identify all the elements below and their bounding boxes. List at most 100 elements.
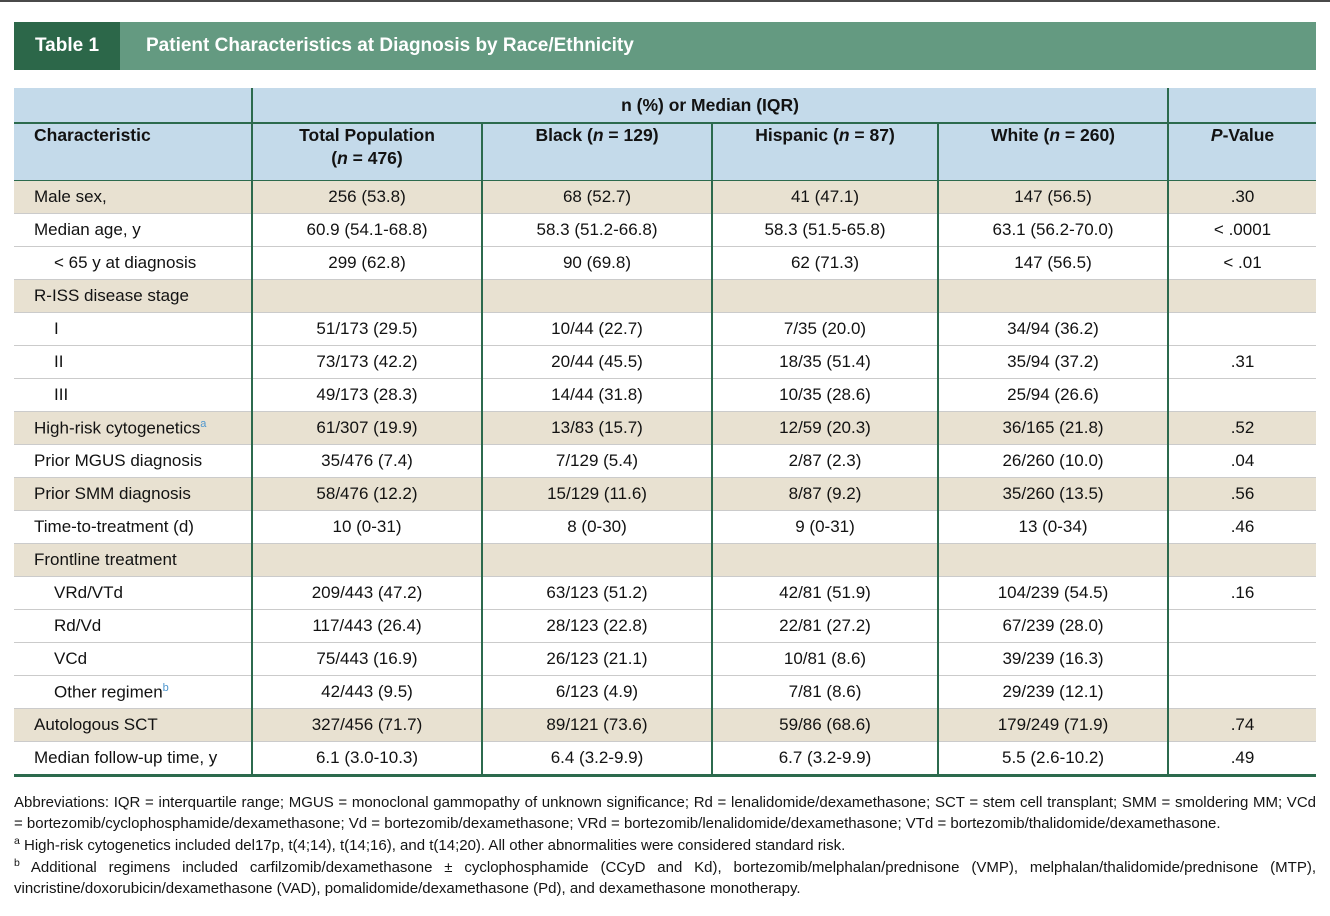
row-label: Other regimenb [14,675,252,709]
table-row: Time-to-treatment (d) 10 (0-31) 8 (0-30) 9 … [14,510,1317,544]
row-label: Median follow-up time, y [14,741,252,777]
row-label: Prior SMM diagnosis [14,477,252,511]
cell [1167,642,1317,676]
footnotes: Abbreviations: IQR = interquartile range… [14,792,1316,899]
cell: 68 (52.7) [481,180,712,214]
table-row: Rd/Vd 117/443 (26.4) 28/123 (22.8) 22/81 (2… [14,609,1317,643]
row-label: III [14,378,252,412]
footnote-b: b Additional regimens included carfilzom… [14,857,1316,897]
row-label: High-risk cytogeneticsa [14,411,252,445]
cell: 35/260 (13.5) [936,477,1169,511]
cell: 20/44 (45.5) [481,345,712,379]
cell: 25/94 (26.6) [936,378,1169,412]
footnote-marker-b: b [162,681,169,694]
cell: 209/443 (47.2) [251,576,482,610]
span-header-spacer-right [1168,88,1317,124]
row-label: VRd/VTd [14,576,252,610]
cell: .74 [1167,708,1317,742]
span-header-spacer-left [14,88,252,124]
cell: .04 [1167,444,1317,478]
cell [481,543,712,577]
table-row: II 73/173 (42.2) 20/44 (45.5) 18/35 (51.4) 3… [14,345,1317,379]
cell: 35/476 (7.4) [251,444,482,478]
row-label: II [14,345,252,379]
cell: 60.9 (54.1-68.8) [251,213,482,247]
cell: 28/123 (22.8) [481,609,712,643]
title-bar: Table 1 Patient Characteristics at Diagn… [14,22,1316,70]
cell: 61/307 (19.9) [251,411,482,445]
cell: 22/81 (27.2) [711,609,938,643]
cell: 42/443 (9.5) [251,675,482,709]
column-header-black: Black (n = 129) [481,123,712,181]
cell: 147 (56.5) [936,180,1169,214]
cell: 15/129 (11.6) [481,477,712,511]
table-row: Male sex, 256 (53.8) 68 (52.7) 41 (47.1) 147… [14,180,1317,214]
cell [481,279,712,313]
cell: 12/59 (20.3) [711,411,938,445]
cell: 2/87 (2.3) [711,444,938,478]
row-label: VCd [14,642,252,676]
row-label: Rd/Vd [14,609,252,643]
cell [1167,675,1317,709]
cell: 39/239 (16.3) [936,642,1169,676]
span-header: n (%) or Median (IQR) [250,88,1170,124]
column-header-row: Characteristic Total Population (n = 476) B… [14,123,1317,181]
cell [711,543,938,577]
cell: 7/129 (5.4) [481,444,712,478]
characteristics-table: n (%) or Median (IQR) Characteristic Tota… [14,88,1317,777]
cell [936,279,1169,313]
cell: 8 (0-30) [481,510,712,544]
table-row: VCd 75/443 (16.9) 26/123 (21.1) 10/81 (8.6)… [14,642,1317,676]
cell: 147 (56.5) [936,246,1169,280]
cell: .31 [1167,345,1317,379]
column-header-p-value: P-Value [1167,123,1317,181]
row-label: Autologous SCT [14,708,252,742]
cell: 89/121 (73.6) [481,708,712,742]
cell: 51/173 (29.5) [251,312,482,346]
table-row: III 49/173 (28.3) 14/44 (31.8) 10/35 (28.6)… [14,378,1317,412]
table-row: Median follow-up time, y 6.1 (3.0-10.3) 6.… [14,741,1317,777]
row-label: Prior MGUS diagnosis [14,444,252,478]
footnote-marker-a: a [200,417,207,430]
footnote-a: a High-risk cytogenetics included del17p… [14,835,846,854]
cell: 9 (0-31) [711,510,938,544]
cell: 26/123 (21.1) [481,642,712,676]
cell: 63/123 (51.2) [481,576,712,610]
cell: 7/81 (8.6) [711,675,938,709]
cell: 104/239 (54.5) [936,576,1169,610]
cell: 49/173 (28.3) [251,378,482,412]
cell [1167,312,1317,346]
cell: 63.1 (56.2-70.0) [936,213,1169,247]
cell: .52 [1167,411,1317,445]
table-row: VRd/VTd 209/443 (47.2) 63/123 (51.2) 42/81 … [14,576,1317,610]
cell: 6.7 (3.2-9.9) [711,741,938,777]
cell [251,543,482,577]
cell: 327/456 (71.7) [251,708,482,742]
cell: .56 [1167,477,1317,511]
table-row: High-risk cytogeneticsa 61/307 (19.9) 13/8… [14,411,1317,445]
column-header-hispanic: Hispanic (n = 87) [711,123,938,181]
row-label: I [14,312,252,346]
cell: .46 [1167,510,1317,544]
cell: 18/35 (51.4) [711,345,938,379]
cell: 10/81 (8.6) [711,642,938,676]
cell: 62 (71.3) [711,246,938,280]
cell: 10/35 (28.6) [711,378,938,412]
page: Table 1 Patient Characteristics at Diagn… [14,22,1317,899]
cell: 179/249 (71.9) [936,708,1169,742]
cell: 34/94 (36.2) [936,312,1169,346]
table-row: Frontline treatment [14,543,1317,577]
cell: .30 [1167,180,1317,214]
cell: 5.5 (2.6-10.2) [936,741,1169,777]
row-label: Median age, y [14,213,252,247]
column-header-white: White (n = 260) [936,123,1169,181]
cell: 42/81 (51.9) [711,576,938,610]
cell [1167,543,1317,577]
cell: 67/239 (28.0) [936,609,1169,643]
table-row: Prior MGUS diagnosis 35/476 (7.4) 7/129 (5… [14,444,1317,478]
cell [711,279,938,313]
table-title: Patient Characteristics at Diagnosis by … [120,22,1316,70]
table-row: Median age, y 60.9 (54.1-68.8) 58.3 (51.2-… [14,213,1317,247]
cell: 10 (0-31) [251,510,482,544]
cell: .49 [1167,741,1317,777]
